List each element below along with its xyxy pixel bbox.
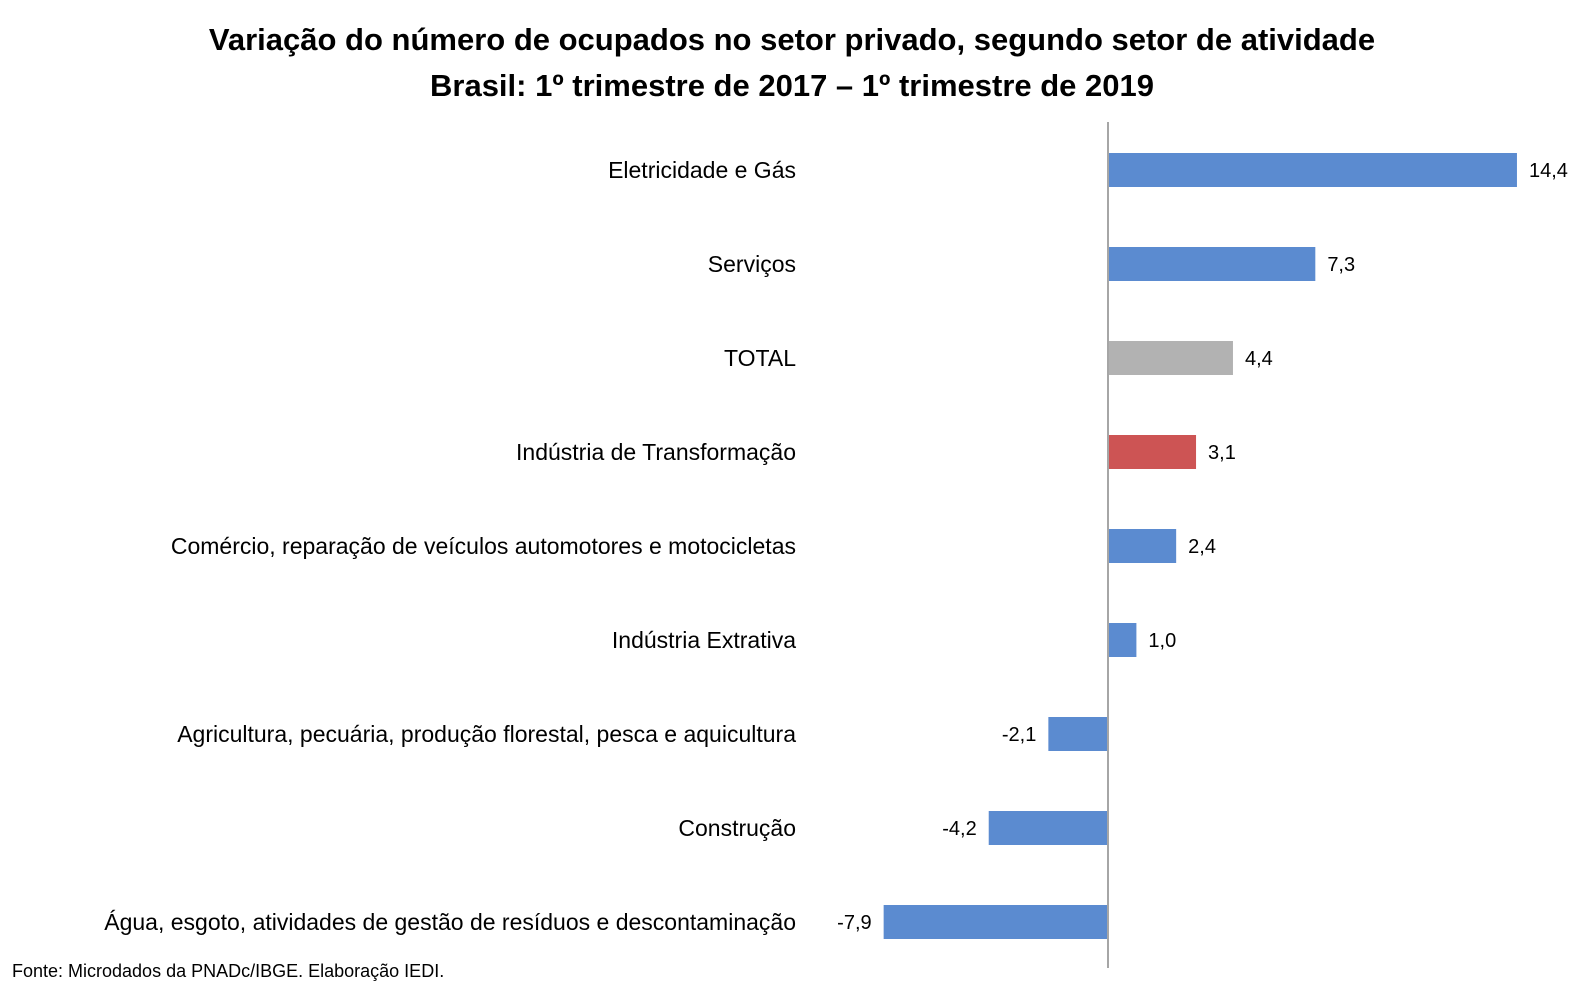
value-label-agricultura-pecuaria-producao-florestal-: -2,1 [1002, 724, 1036, 746]
value-label-industria-de-transformacao: 3,1 [1208, 442, 1236, 464]
category-label-servicos: Serviços [708, 251, 796, 277]
category-label-industria-extrativa: Indústria Extrativa [612, 627, 796, 653]
category-label-total: TOTAL [724, 345, 796, 371]
bar-industria-de-transformacao [1108, 435, 1197, 469]
chart-title: Variação do número de ocupados no setor … [209, 22, 1375, 57]
bar-industria-extrativa [1108, 623, 1137, 657]
category-label-comercio-reparacao-de-veiculos-automotor: Comércio, reparação de veículos automoto… [171, 533, 796, 559]
bars [883, 153, 1517, 939]
source-note: Fonte: Microdados da PNADc/IBGE. Elabora… [12, 961, 444, 981]
value-labels: 14,4 7,3 4,4 3,1 2,4 1,0 -2,1 -4,2 -7,9 [837, 160, 1568, 934]
category-label-eletricidade-e-gas: Eletricidade e Gás [608, 157, 796, 183]
value-label-total: 4,4 [1245, 348, 1273, 370]
value-label-construcao: -4,2 [942, 818, 976, 840]
category-labels: Eletricidade e Gás Serviços TOTAL Indústria… [104, 157, 796, 935]
bar-servicos [1108, 247, 1316, 281]
category-label-agricultura-pecuaria-producao-florestal-: Agricultura, pecuária, produção floresta… [177, 721, 796, 747]
bar-agricultura-pecuaria-producao-florestal- [1048, 717, 1108, 751]
bar-agua-esgoto-atividades-de-gestao-de-resi [883, 905, 1108, 939]
value-label-industria-extrativa: 1,0 [1148, 630, 1176, 652]
value-label-servicos: 7,3 [1327, 254, 1355, 276]
bar-eletricidade-e-gas [1108, 153, 1517, 187]
category-label-industria-de-transformacao: Indústria de Transformação [516, 439, 796, 465]
value-label-comercio-reparacao-de-veiculos-automotor: 2,4 [1188, 536, 1216, 558]
category-label-construcao: Construção [678, 815, 796, 841]
category-label-agua-esgoto-atividades-de-gestao-de-resi: Água, esgoto, atividades de gestão de re… [104, 909, 796, 935]
value-label-eletricidade-e-gas: 14,4 [1529, 160, 1568, 182]
bar-total [1108, 341, 1233, 375]
bar-comercio-reparacao-de-veiculos-automotor [1108, 529, 1177, 563]
chart-subtitle: Brasil: 1º trimestre de 2017 – 1º trimes… [430, 68, 1154, 103]
value-label-agua-esgoto-atividades-de-gestao-de-resi: -7,9 [837, 912, 871, 934]
bar-construcao [988, 811, 1108, 845]
